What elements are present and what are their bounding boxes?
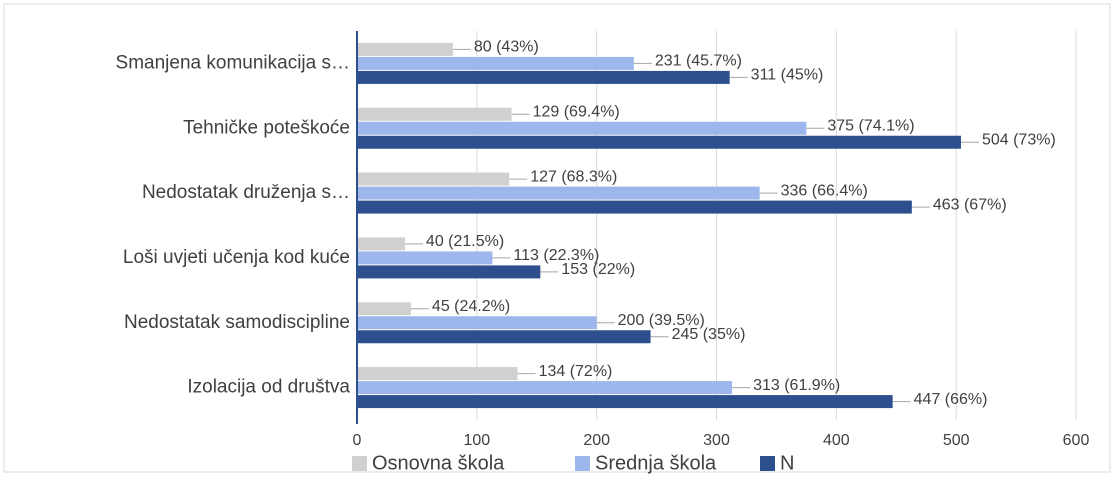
data-label: 45 (24.2%) xyxy=(432,298,510,315)
bar xyxy=(357,172,510,186)
data-label: 447 (66%) xyxy=(914,391,988,408)
legend-swatch xyxy=(352,456,367,471)
x-tick-label: 100 xyxy=(463,432,490,449)
x-tick-label: 300 xyxy=(703,432,730,449)
data-label: 153 (22%) xyxy=(561,261,635,278)
data-label: 245 (35%) xyxy=(672,326,746,343)
data-label: 134 (72%) xyxy=(539,363,613,380)
bar xyxy=(357,330,651,344)
bar xyxy=(357,395,893,409)
legend-swatch xyxy=(575,456,590,471)
y-tick-label: Nedostatak druženja s… xyxy=(142,182,350,203)
bar xyxy=(357,70,730,84)
data-label: 336 (66.4%) xyxy=(781,182,868,199)
x-tick-label: 500 xyxy=(943,432,970,449)
bar xyxy=(357,135,961,149)
bar xyxy=(357,42,453,56)
x-tick-label: 600 xyxy=(1063,432,1090,449)
legend-label: Srednja škola xyxy=(595,452,717,474)
data-label: 200 (39.5%) xyxy=(618,312,705,329)
bar xyxy=(357,107,512,121)
data-label: 129 (69.4%) xyxy=(533,103,620,120)
y-tick-label: Nedostatak samodiscipline xyxy=(124,312,350,333)
bar xyxy=(357,56,634,70)
y-tick-label: Tehničke poteškoće xyxy=(183,117,350,138)
bar xyxy=(357,302,411,316)
y-tick-label: Smanjena komunikacija s… xyxy=(116,52,350,73)
data-label: 375 (74.1%) xyxy=(827,117,914,134)
data-label: 313 (61.9%) xyxy=(753,377,840,394)
legend-swatch xyxy=(760,456,775,471)
data-label: 127 (68.3%) xyxy=(530,168,617,185)
bar xyxy=(357,265,541,279)
bar xyxy=(357,367,518,381)
data-label: 231 (45.7%) xyxy=(655,53,742,70)
data-label: 311 (45%) xyxy=(751,67,824,84)
data-label: 40 (21.5%) xyxy=(426,233,504,250)
bar xyxy=(357,237,405,251)
y-tick-label: Izolacija od društva xyxy=(187,377,350,398)
data-label: 504 (73%) xyxy=(982,131,1056,148)
data-label: 80 (43%) xyxy=(474,39,539,56)
x-tick-label: 200 xyxy=(583,432,610,449)
bar xyxy=(357,186,760,200)
bar xyxy=(357,121,807,135)
data-label: 463 (67%) xyxy=(933,196,1007,213)
y-tick-label: Loši uvjeti učenja kod kuće xyxy=(123,247,350,268)
data-label: 113 (22.3%) xyxy=(513,247,599,264)
bar xyxy=(357,251,493,265)
bar xyxy=(357,200,912,214)
legend-label: Osnovna škola xyxy=(372,452,505,474)
legend-label: N xyxy=(780,452,794,474)
x-tick-label: 0 xyxy=(353,432,362,449)
bar xyxy=(357,381,733,395)
x-tick-label: 400 xyxy=(823,432,850,449)
bar xyxy=(357,316,597,330)
